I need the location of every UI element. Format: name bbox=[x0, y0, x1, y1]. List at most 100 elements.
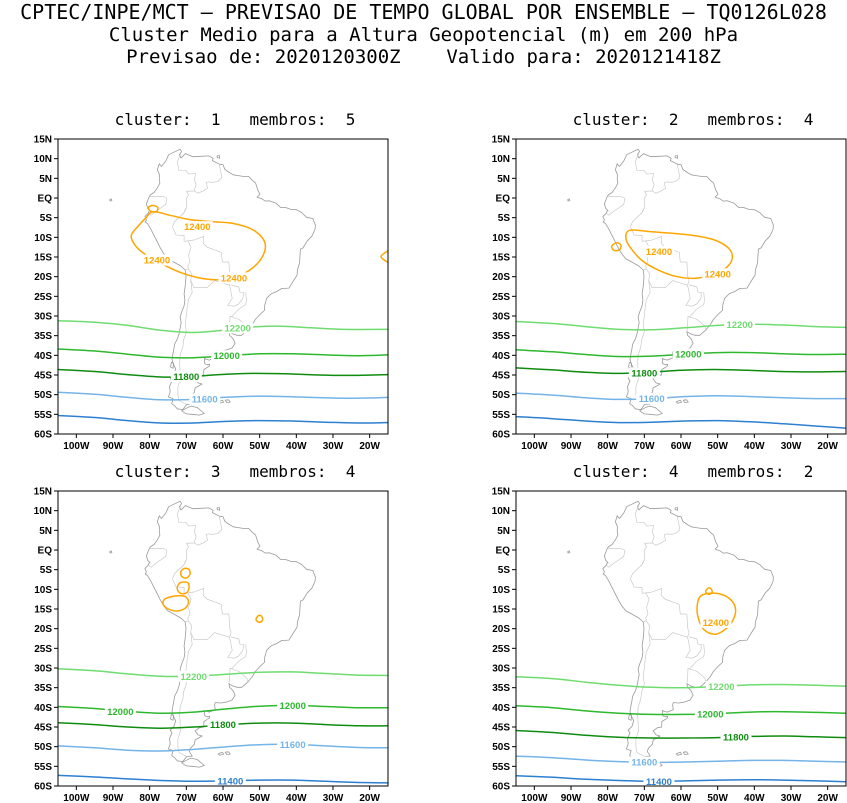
svg-text:80W: 80W bbox=[139, 793, 160, 803]
svg-text:80W: 80W bbox=[597, 793, 618, 803]
svg-text:60S: 60S bbox=[492, 782, 510, 793]
svg-text:55S: 55S bbox=[34, 410, 52, 421]
svg-text:12400: 12400 bbox=[703, 618, 729, 629]
svg-text:30S: 30S bbox=[492, 312, 510, 323]
panel-cluster-4: cluster: 4 membros: 2 12400 12200 12000 118… bbox=[480, 456, 847, 803]
svg-text:40W: 40W bbox=[744, 441, 765, 451]
svg-text:60S: 60S bbox=[34, 782, 52, 793]
svg-text:11400: 11400 bbox=[646, 777, 672, 788]
svg-text:90W: 90W bbox=[561, 441, 582, 451]
svg-text:40S: 40S bbox=[34, 703, 52, 714]
svg-text:10S: 10S bbox=[34, 585, 52, 596]
svg-text:60W: 60W bbox=[213, 441, 234, 451]
svg-text:30W: 30W bbox=[323, 793, 344, 803]
svg-text:20S: 20S bbox=[492, 624, 510, 635]
svg-text:12000: 12000 bbox=[697, 710, 723, 721]
map-cluster-3: 12200 12000 12000 11800 11600 11400 15N 10N 5N EQ… bbox=[34, 487, 389, 803]
panel-cluster-3: cluster: 3 membros: 4 12200 12000 12000 118… bbox=[22, 456, 412, 803]
map-cluster-1: 12400 12400 12400 12200 12000 11800 11600 15N 10… bbox=[34, 135, 389, 451]
svg-text:100W: 100W bbox=[63, 793, 90, 803]
svg-text:90W: 90W bbox=[103, 441, 124, 451]
svg-text:35S: 35S bbox=[34, 683, 52, 694]
panel-title-cluster-2: cluster: 2 membros: 4 bbox=[572, 110, 814, 129]
svg-text:12400: 12400 bbox=[144, 256, 170, 267]
svg-text:12200: 12200 bbox=[726, 320, 752, 331]
svg-text:12000: 12000 bbox=[279, 701, 305, 712]
svg-text:60S: 60S bbox=[492, 430, 510, 441]
svg-text:5N: 5N bbox=[497, 174, 510, 185]
svg-text:50W: 50W bbox=[249, 441, 270, 451]
svg-text:5N: 5N bbox=[497, 526, 510, 537]
svg-text:25S: 25S bbox=[492, 644, 510, 655]
svg-text:5S: 5S bbox=[498, 213, 511, 224]
svg-text:15N: 15N bbox=[492, 135, 510, 146]
svg-text:15N: 15N bbox=[492, 487, 510, 498]
svg-text:12000: 12000 bbox=[213, 351, 239, 362]
svg-text:12200: 12200 bbox=[224, 323, 250, 334]
svg-text:35S: 35S bbox=[492, 331, 510, 342]
svg-text:40W: 40W bbox=[286, 793, 307, 803]
svg-text:11800: 11800 bbox=[173, 372, 199, 383]
svg-text:12200: 12200 bbox=[708, 682, 734, 693]
svg-text:40W: 40W bbox=[286, 441, 307, 451]
svg-text:40S: 40S bbox=[34, 351, 52, 362]
svg-text:45S: 45S bbox=[492, 723, 510, 734]
svg-text:15N: 15N bbox=[34, 487, 52, 498]
svg-text:50S: 50S bbox=[492, 390, 510, 401]
chart-header: CPTEC/INPE/MCT — PREVISAO DE TEMPO GLOBA… bbox=[0, 1, 847, 69]
svg-text:15S: 15S bbox=[492, 253, 510, 264]
svg-text:EQ: EQ bbox=[38, 546, 53, 557]
svg-text:11400: 11400 bbox=[217, 776, 243, 787]
svg-text:10N: 10N bbox=[492, 154, 510, 165]
svg-text:45S: 45S bbox=[34, 723, 52, 734]
svg-text:20W: 20W bbox=[359, 441, 380, 451]
svg-text:10N: 10N bbox=[492, 506, 510, 517]
svg-text:70W: 70W bbox=[176, 793, 197, 803]
svg-text:12400: 12400 bbox=[221, 273, 247, 284]
svg-text:35S: 35S bbox=[34, 331, 52, 342]
svg-text:5N: 5N bbox=[39, 526, 52, 537]
svg-text:70W: 70W bbox=[176, 441, 197, 451]
svg-text:10N: 10N bbox=[34, 506, 52, 517]
svg-text:50W: 50W bbox=[249, 793, 270, 803]
svg-text:50S: 50S bbox=[34, 742, 52, 753]
svg-text:5S: 5S bbox=[40, 565, 53, 576]
svg-text:11600: 11600 bbox=[280, 740, 306, 751]
svg-text:11800: 11800 bbox=[631, 369, 657, 380]
svg-text:70W: 70W bbox=[634, 793, 655, 803]
svg-text:EQ: EQ bbox=[38, 194, 53, 205]
svg-text:11800: 11800 bbox=[210, 720, 236, 731]
svg-text:40S: 40S bbox=[492, 703, 510, 714]
svg-text:60W: 60W bbox=[671, 793, 692, 803]
panel-title-cluster-1: cluster: 1 membros: 5 bbox=[114, 110, 356, 129]
panel-cluster-1: cluster: 1 membros: 5 12400 12400 12400 122… bbox=[22, 104, 412, 451]
svg-text:15N: 15N bbox=[34, 135, 52, 146]
svg-text:20W: 20W bbox=[817, 793, 838, 803]
svg-text:12200: 12200 bbox=[180, 672, 206, 683]
svg-text:70W: 70W bbox=[634, 441, 655, 451]
svg-text:11800: 11800 bbox=[723, 732, 749, 743]
svg-text:50S: 50S bbox=[492, 742, 510, 753]
svg-text:11600: 11600 bbox=[192, 394, 218, 405]
svg-text:25S: 25S bbox=[492, 292, 510, 303]
svg-text:12400: 12400 bbox=[646, 247, 672, 258]
svg-text:25S: 25S bbox=[34, 292, 52, 303]
svg-text:30W: 30W bbox=[781, 793, 802, 803]
svg-text:55S: 55S bbox=[492, 762, 510, 773]
svg-text:15S: 15S bbox=[34, 605, 52, 616]
svg-text:12400: 12400 bbox=[704, 269, 730, 280]
svg-text:30S: 30S bbox=[34, 664, 52, 675]
panel-cluster-2: cluster: 2 membros: 4 12400 12400 12200 120… bbox=[480, 104, 847, 451]
panel-title-cluster-3: cluster: 3 membros: 4 bbox=[114, 462, 356, 481]
svg-text:EQ: EQ bbox=[496, 546, 511, 557]
svg-text:15S: 15S bbox=[34, 253, 52, 264]
svg-text:10S: 10S bbox=[34, 233, 52, 244]
svg-text:30S: 30S bbox=[34, 312, 52, 323]
svg-text:10S: 10S bbox=[492, 233, 510, 244]
svg-text:25S: 25S bbox=[34, 644, 52, 655]
svg-text:35S: 35S bbox=[492, 683, 510, 694]
svg-text:30S: 30S bbox=[492, 664, 510, 675]
svg-text:45S: 45S bbox=[34, 371, 52, 382]
